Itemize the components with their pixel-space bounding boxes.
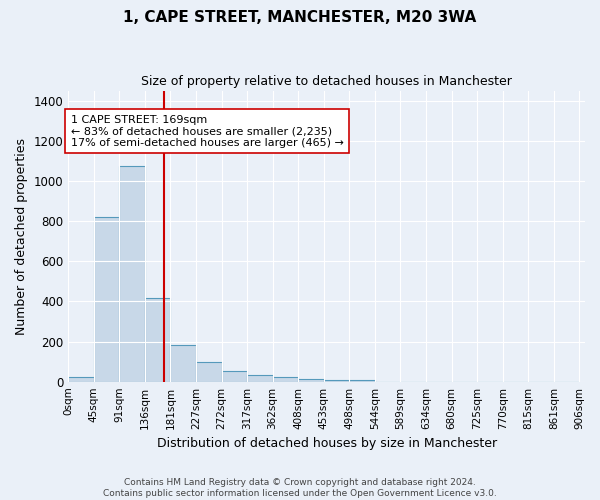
Bar — [298, 378, 324, 382]
Y-axis label: Number of detached properties: Number of detached properties — [15, 138, 28, 334]
Text: 1 CAPE STREET: 169sqm
← 83% of detached houses are smaller (2,235)
17% of semi-d: 1 CAPE STREET: 169sqm ← 83% of detached … — [71, 114, 344, 148]
Bar — [221, 370, 247, 382]
Bar — [349, 380, 375, 382]
Bar — [170, 344, 196, 382]
Bar — [272, 376, 298, 382]
Bar — [119, 166, 145, 382]
Text: 1, CAPE STREET, MANCHESTER, M20 3WA: 1, CAPE STREET, MANCHESTER, M20 3WA — [124, 10, 476, 25]
Bar — [324, 380, 349, 382]
Title: Size of property relative to detached houses in Manchester: Size of property relative to detached ho… — [141, 75, 512, 88]
Bar — [247, 374, 272, 382]
X-axis label: Distribution of detached houses by size in Manchester: Distribution of detached houses by size … — [157, 437, 497, 450]
Bar — [196, 362, 221, 382]
Text: Contains HM Land Registry data © Crown copyright and database right 2024.
Contai: Contains HM Land Registry data © Crown c… — [103, 478, 497, 498]
Bar — [68, 376, 94, 382]
Bar — [145, 298, 170, 382]
Bar — [94, 217, 119, 382]
